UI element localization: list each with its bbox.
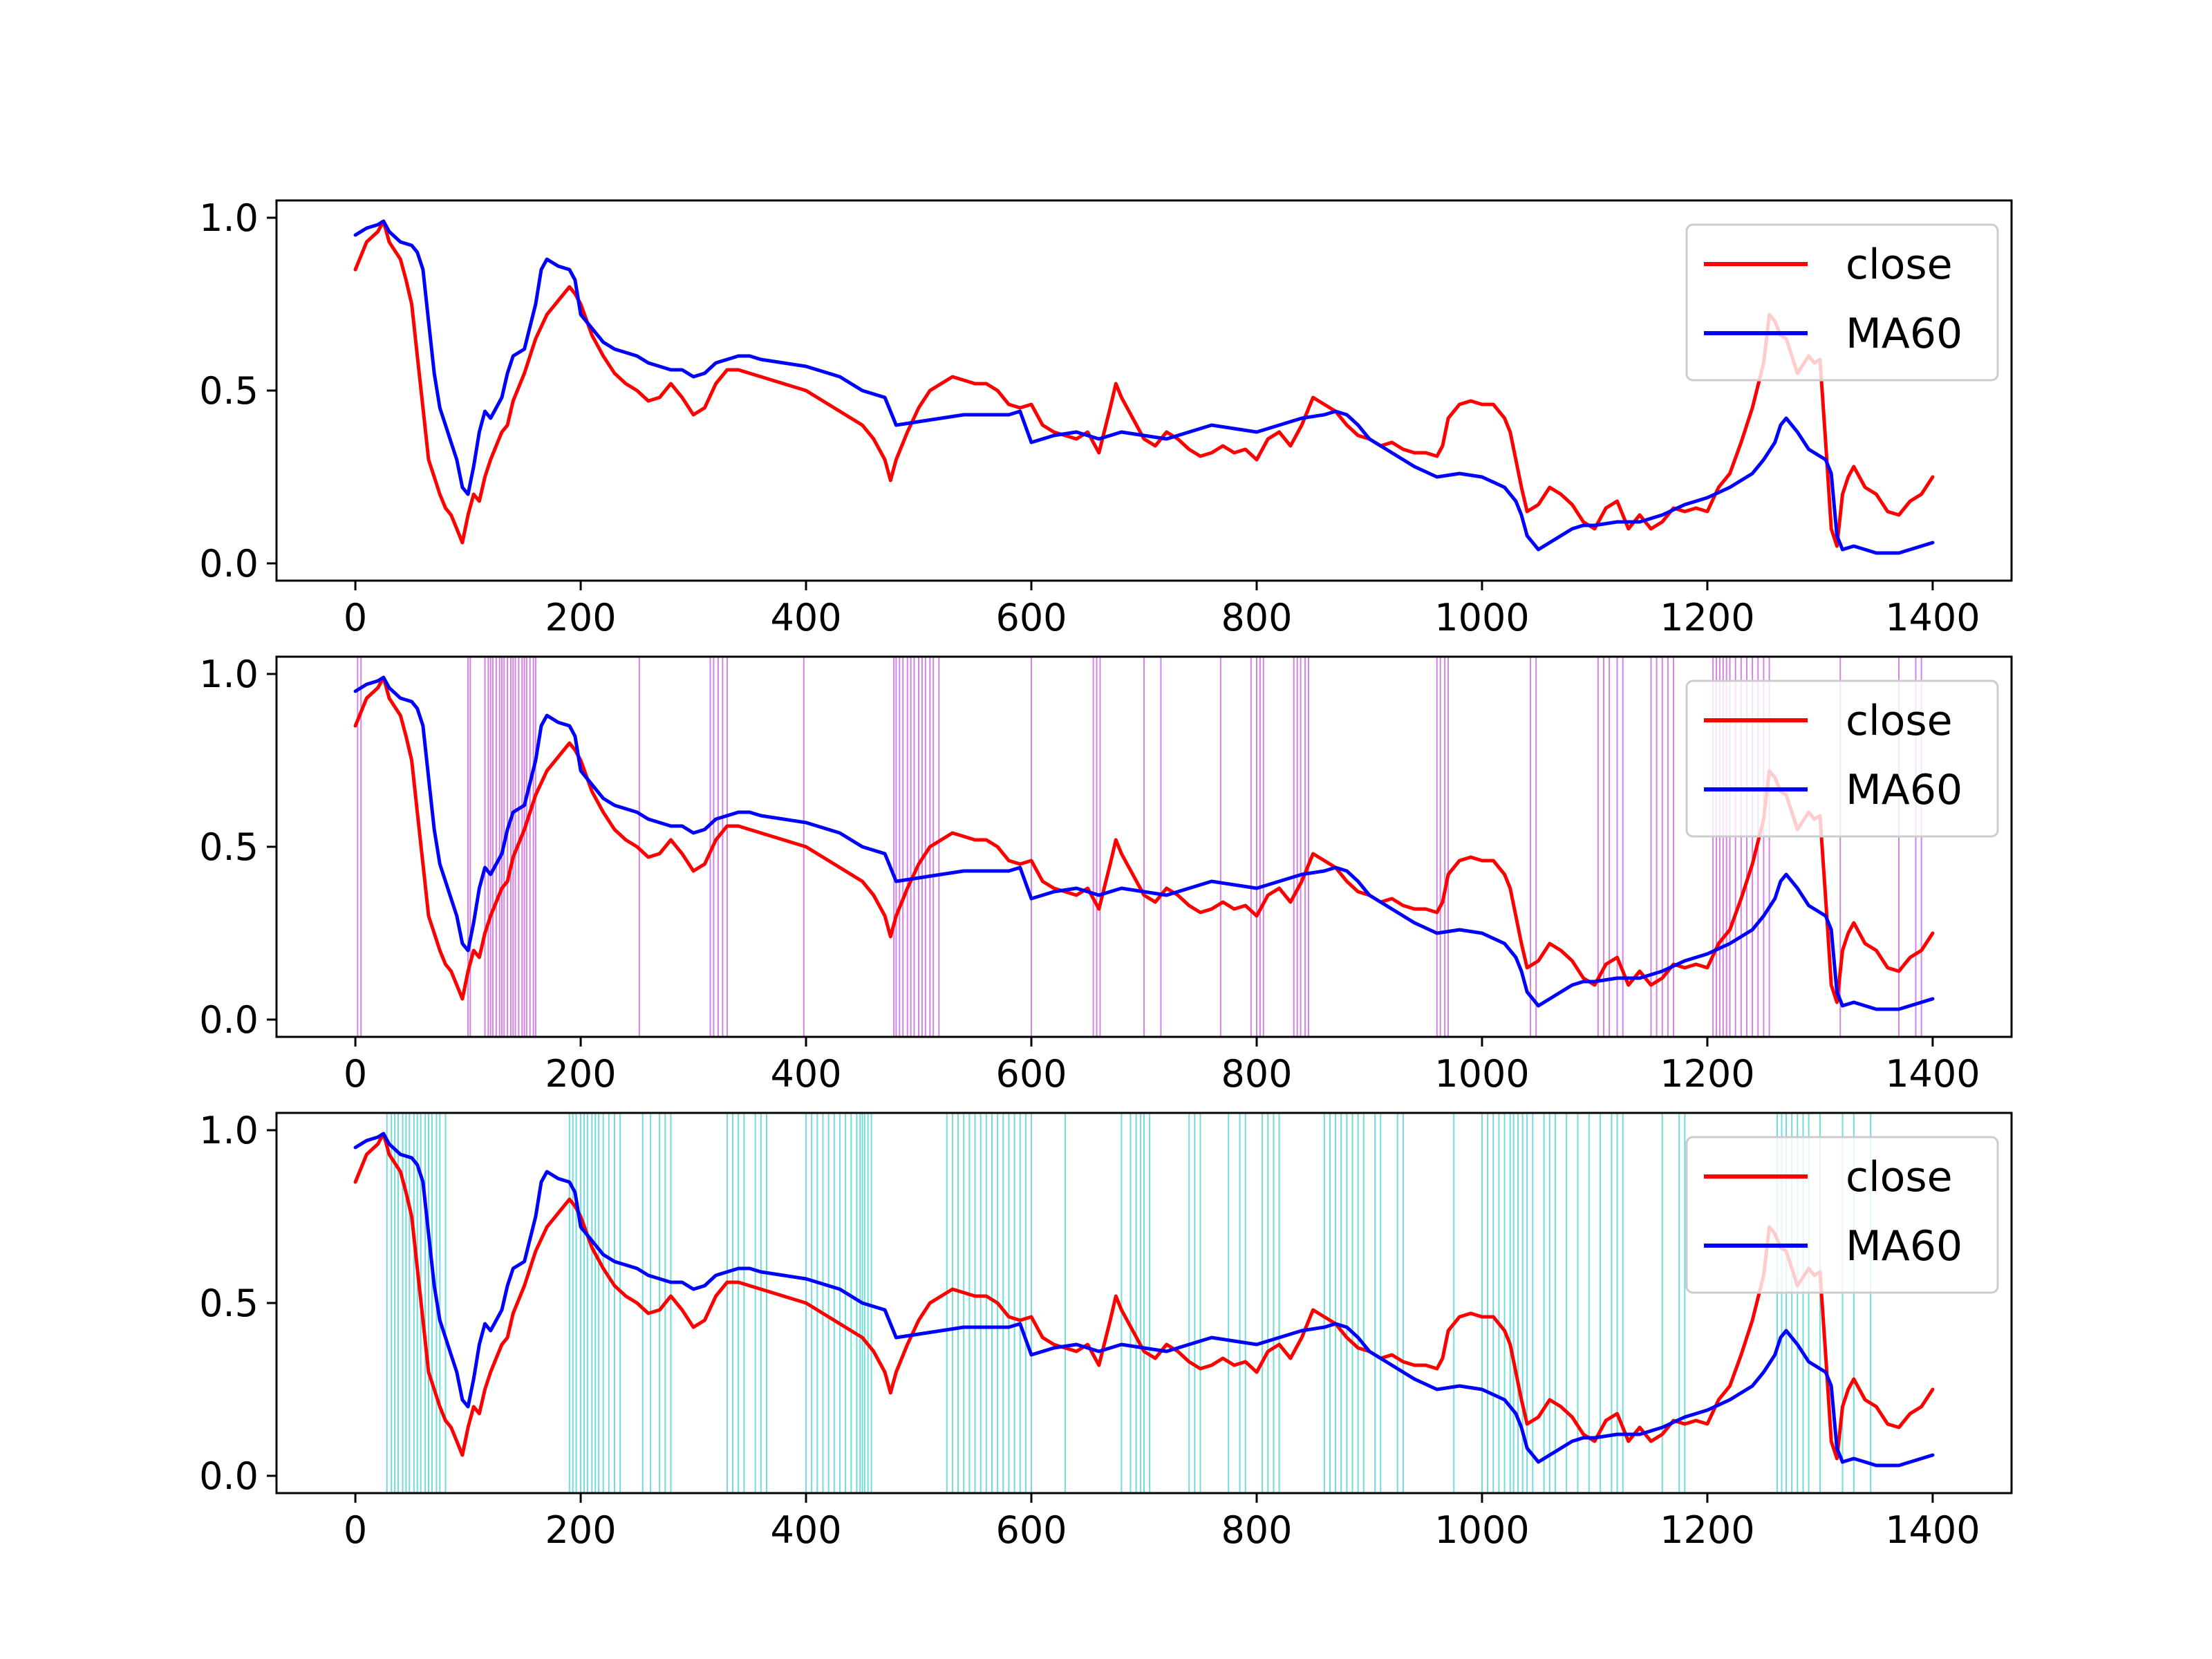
x-tick-label: 1400 [1885,1052,1980,1096]
x-tick-label: 800 [1221,1052,1292,1096]
subplot-3: 0 200 400 600 800 1000 1200 1400 0.0 0.5 1.0 close… [199,1109,2013,1552]
y-tick-label: 0.0 [199,542,259,585]
x-tick-label: 1000 [1434,1052,1529,1096]
x-tick-label: 600 [995,1508,1067,1552]
y-tick-label: 0.5 [199,825,259,869]
subplot-3-series [353,1132,1935,1468]
y-tick-label: 0.5 [199,369,259,413]
subplot-2-legend: close MA60 [1685,679,1999,838]
x-tick-label: 400 [770,1508,841,1552]
x-tick-label: 1200 [1660,1052,1754,1096]
x-tick-label: 0 [344,1052,367,1096]
x-tick-label: 400 [770,1052,841,1096]
x-tick-label: 0 [344,1508,367,1552]
x-tick-label: 1200 [1660,596,1754,639]
subplot-1: 0 200 400 600 800 1000 1200 1400 0.0 0.5 1.0 close… [199,196,2013,639]
subplot-3-legend: close MA60 [1685,1136,1999,1294]
y-tick-label: 0.5 [199,1282,259,1325]
legend-label-close: close [1846,697,1953,745]
subplot-2-series [353,675,1935,1011]
x-tick-label: 800 [1221,596,1292,639]
legend-label-ma60: MA60 [1846,766,1962,814]
x-tick-label: 800 [1221,1508,1292,1552]
subplot-2-ticks: 0 200 400 600 800 1000 1200 1400 0.0 0.5 1.0 [199,653,1980,1096]
y-tick-label: 1.0 [199,653,259,696]
y-tick-label: 1.0 [199,196,259,240]
subplot-3-ticks: 0 200 400 600 800 1000 1200 1400 0.0 0.5 1.0 [199,1109,1980,1552]
legend-label-close: close [1846,1153,1953,1201]
x-tick-label: 1000 [1434,1508,1529,1552]
x-tick-label: 600 [995,596,1067,639]
x-tick-label: 200 [545,596,617,639]
x-tick-label: 1400 [1885,596,1980,639]
y-tick-label: 1.0 [199,1109,259,1152]
x-tick-label: 400 [770,596,841,639]
series-line-close [353,675,1935,1004]
legend-label-ma60: MA60 [1846,310,1962,358]
series-line-close [353,1132,1935,1461]
subplot-1-series [353,219,1935,555]
x-tick-label: 1000 [1434,596,1529,639]
y-tick-label: 0.0 [199,998,259,1042]
subplot-1-legend: close MA60 [1685,223,1999,382]
x-tick-label: 200 [545,1052,617,1096]
legend-label-close: close [1846,241,1953,289]
subplot-2: 0 200 400 600 800 1000 1200 1400 0.0 0.5 1.0 close… [199,653,2013,1096]
x-tick-label: 200 [545,1508,617,1552]
series-line-ma60 [353,675,1935,1011]
subplot-1-ticks: 0 200 400 600 800 1000 1200 1400 0.0 0.5 1.0 [199,196,1980,639]
x-tick-label: 1400 [1885,1508,1980,1552]
y-tick-label: 0.0 [199,1454,259,1498]
legend-label-ma60: MA60 [1846,1222,1962,1271]
series-line-close [353,219,1935,548]
x-tick-label: 0 [344,596,367,639]
series-line-ma60 [353,1132,1935,1468]
x-tick-label: 1200 [1660,1508,1754,1552]
series-line-ma60 [353,219,1935,555]
x-tick-label: 600 [995,1052,1067,1096]
